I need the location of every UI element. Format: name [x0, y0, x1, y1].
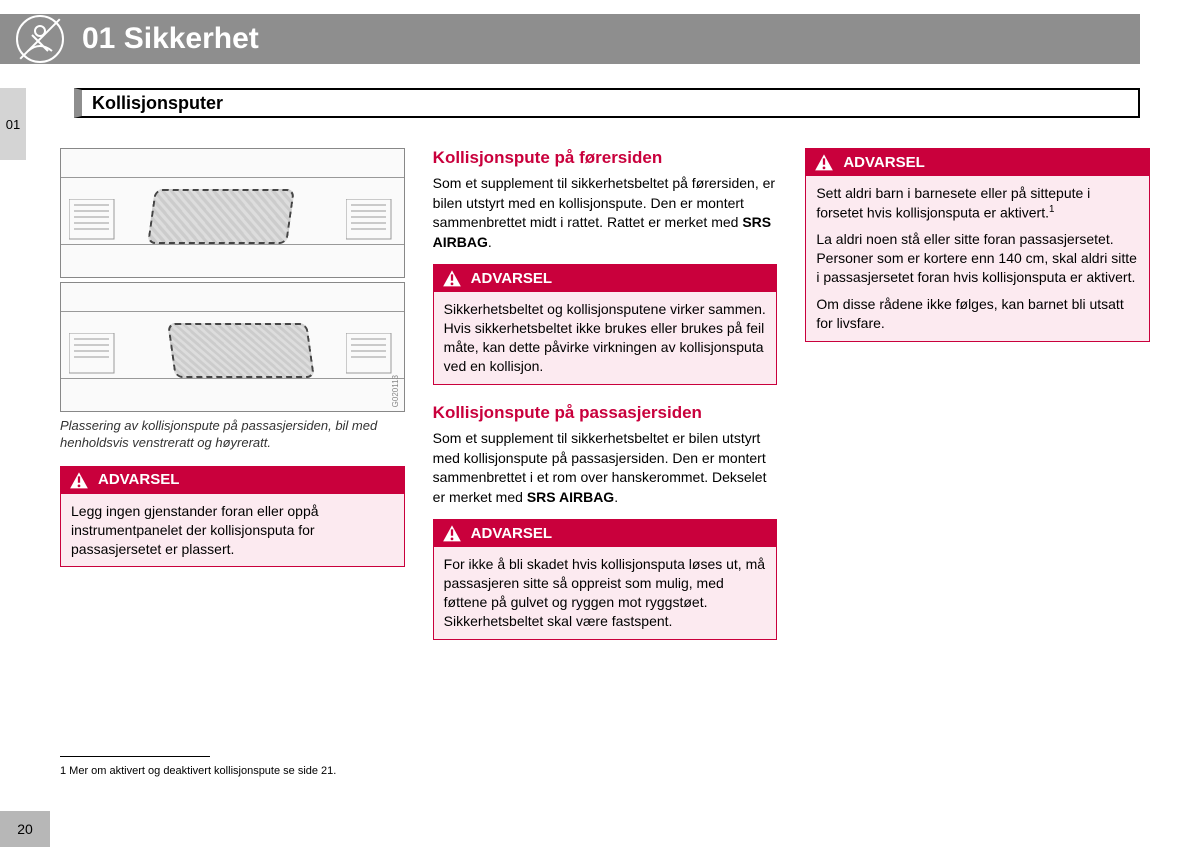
- airbag-diagram-rhd: G020113: [60, 282, 405, 412]
- column-2: Kollisjonspute på førersiden Som et supp…: [433, 148, 778, 658]
- warning-body: Sett aldri barn i barnesete eller på sit…: [805, 176, 1150, 342]
- warning-box: ADVARSEL Sett aldri barn i barnesete ell…: [805, 148, 1150, 342]
- page-number: 20: [0, 811, 50, 847]
- warning-box: ADVARSEL Legg ingen gjenstander foran el…: [60, 466, 405, 568]
- footnote-rule: [60, 756, 210, 757]
- warning-box: ADVARSEL For ikke å bli skadet hvis koll…: [433, 519, 778, 640]
- warning-body: Sikkerhetsbeltet og kollisjonsputene vir…: [433, 292, 778, 385]
- warning-triangle-icon: [441, 268, 463, 288]
- airbag-diagram-lhd: [60, 148, 405, 278]
- warning-body: For ikke å bli skadet hvis kollisjonsput…: [433, 547, 778, 640]
- warning-header: ADVARSEL: [805, 148, 1150, 176]
- chapter-header-bar: 01 Sikkerhet: [0, 14, 1140, 64]
- footnote-text: 1 Mer om aktivert og deaktivert kollisjo…: [60, 765, 336, 777]
- warning-header: ADVARSEL: [60, 466, 405, 494]
- sidebar-chapter-tab: 01: [0, 88, 26, 160]
- seatbelt-prohibited-icon: [16, 15, 64, 63]
- content-columns: G020113 Plassering av kollisjonspute på …: [60, 148, 1150, 658]
- image-reference-id: G020113: [391, 375, 400, 407]
- chapter-title: 01 Sikkerhet: [82, 22, 259, 56]
- body-paragraph: Som et supplement til sikkerhetsbeltet p…: [433, 174, 778, 252]
- warning-label: ADVARSEL: [98, 471, 179, 488]
- body-paragraph: Som et supplement til sikkerhetsbeltet e…: [433, 429, 778, 507]
- warning-label: ADVARSEL: [843, 154, 924, 171]
- subheading-passenger-airbag: Kollisjonspute på passasjersiden: [433, 403, 778, 423]
- warning-triangle-icon: [68, 470, 90, 490]
- warning-header: ADVARSEL: [433, 264, 778, 292]
- warning-triangle-icon: [441, 523, 463, 543]
- warning-header: ADVARSEL: [433, 519, 778, 547]
- figure-caption: Plassering av kollisjonspute på passasje…: [60, 418, 405, 452]
- warning-body: Legg ingen gjenstander foran eller oppå …: [60, 494, 405, 568]
- warning-box: ADVARSEL Sikkerhetsbeltet og kollisjonsp…: [433, 264, 778, 385]
- warning-label: ADVARSEL: [471, 270, 552, 287]
- vent-icon: [346, 333, 396, 378]
- warning-label: ADVARSEL: [471, 525, 552, 542]
- vent-icon: [69, 333, 119, 378]
- subheading-driver-airbag: Kollisjonspute på førersiden: [433, 148, 778, 168]
- column-1: G020113 Plassering av kollisjonspute på …: [60, 148, 405, 658]
- vent-icon: [346, 199, 396, 244]
- warning-triangle-icon: [813, 152, 835, 172]
- column-3: ADVARSEL Sett aldri barn i barnesete ell…: [805, 148, 1150, 658]
- vent-icon: [69, 199, 119, 244]
- section-header: Kollisjonsputer: [74, 88, 1140, 118]
